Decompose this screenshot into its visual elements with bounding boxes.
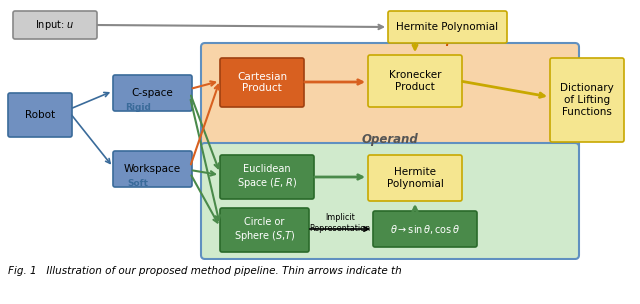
Text: Euclidean
Space ($E$, $R$): Euclidean Space ($E$, $R$) bbox=[237, 164, 298, 190]
FancyBboxPatch shape bbox=[13, 11, 97, 39]
FancyBboxPatch shape bbox=[388, 11, 507, 43]
Text: Circle or
Sphere ($S$,$T$): Circle or Sphere ($S$,$T$) bbox=[234, 217, 295, 243]
FancyBboxPatch shape bbox=[373, 211, 477, 247]
FancyBboxPatch shape bbox=[220, 208, 309, 252]
Text: Operand: Operand bbox=[362, 133, 419, 146]
FancyBboxPatch shape bbox=[8, 93, 72, 137]
Text: $\theta \to \sin\theta, \cos\theta$: $\theta \to \sin\theta, \cos\theta$ bbox=[390, 223, 460, 236]
Text: Operation: Operation bbox=[437, 33, 503, 46]
Text: Robot: Robot bbox=[25, 110, 55, 120]
Text: Dictionary
of Lifting
Functions: Dictionary of Lifting Functions bbox=[560, 83, 614, 117]
Text: Cartesian
Product: Cartesian Product bbox=[237, 72, 287, 93]
Text: C-space: C-space bbox=[132, 88, 173, 98]
Text: Kronecker
Product: Kronecker Product bbox=[388, 70, 441, 92]
Text: Implicit
Representation: Implicit Representation bbox=[309, 213, 371, 233]
Text: Rigid: Rigid bbox=[125, 103, 151, 112]
FancyBboxPatch shape bbox=[220, 155, 314, 199]
Text: Soft: Soft bbox=[127, 178, 148, 188]
Text: Input: $u$: Input: $u$ bbox=[35, 18, 75, 32]
Text: Workspace: Workspace bbox=[124, 164, 181, 174]
FancyBboxPatch shape bbox=[220, 58, 304, 107]
FancyBboxPatch shape bbox=[201, 43, 579, 151]
FancyBboxPatch shape bbox=[201, 143, 579, 259]
FancyBboxPatch shape bbox=[368, 155, 462, 201]
Text: Hermite Polynomial: Hermite Polynomial bbox=[396, 22, 499, 32]
Text: Fig. 1   Illustration of our proposed method pipeline. Thin arrows indicate th: Fig. 1 Illustration of our proposed meth… bbox=[8, 266, 402, 276]
Text: Hermite
Polynomial: Hermite Polynomial bbox=[387, 167, 444, 189]
FancyBboxPatch shape bbox=[368, 55, 462, 107]
FancyBboxPatch shape bbox=[113, 75, 192, 111]
FancyBboxPatch shape bbox=[113, 151, 192, 187]
FancyBboxPatch shape bbox=[550, 58, 624, 142]
